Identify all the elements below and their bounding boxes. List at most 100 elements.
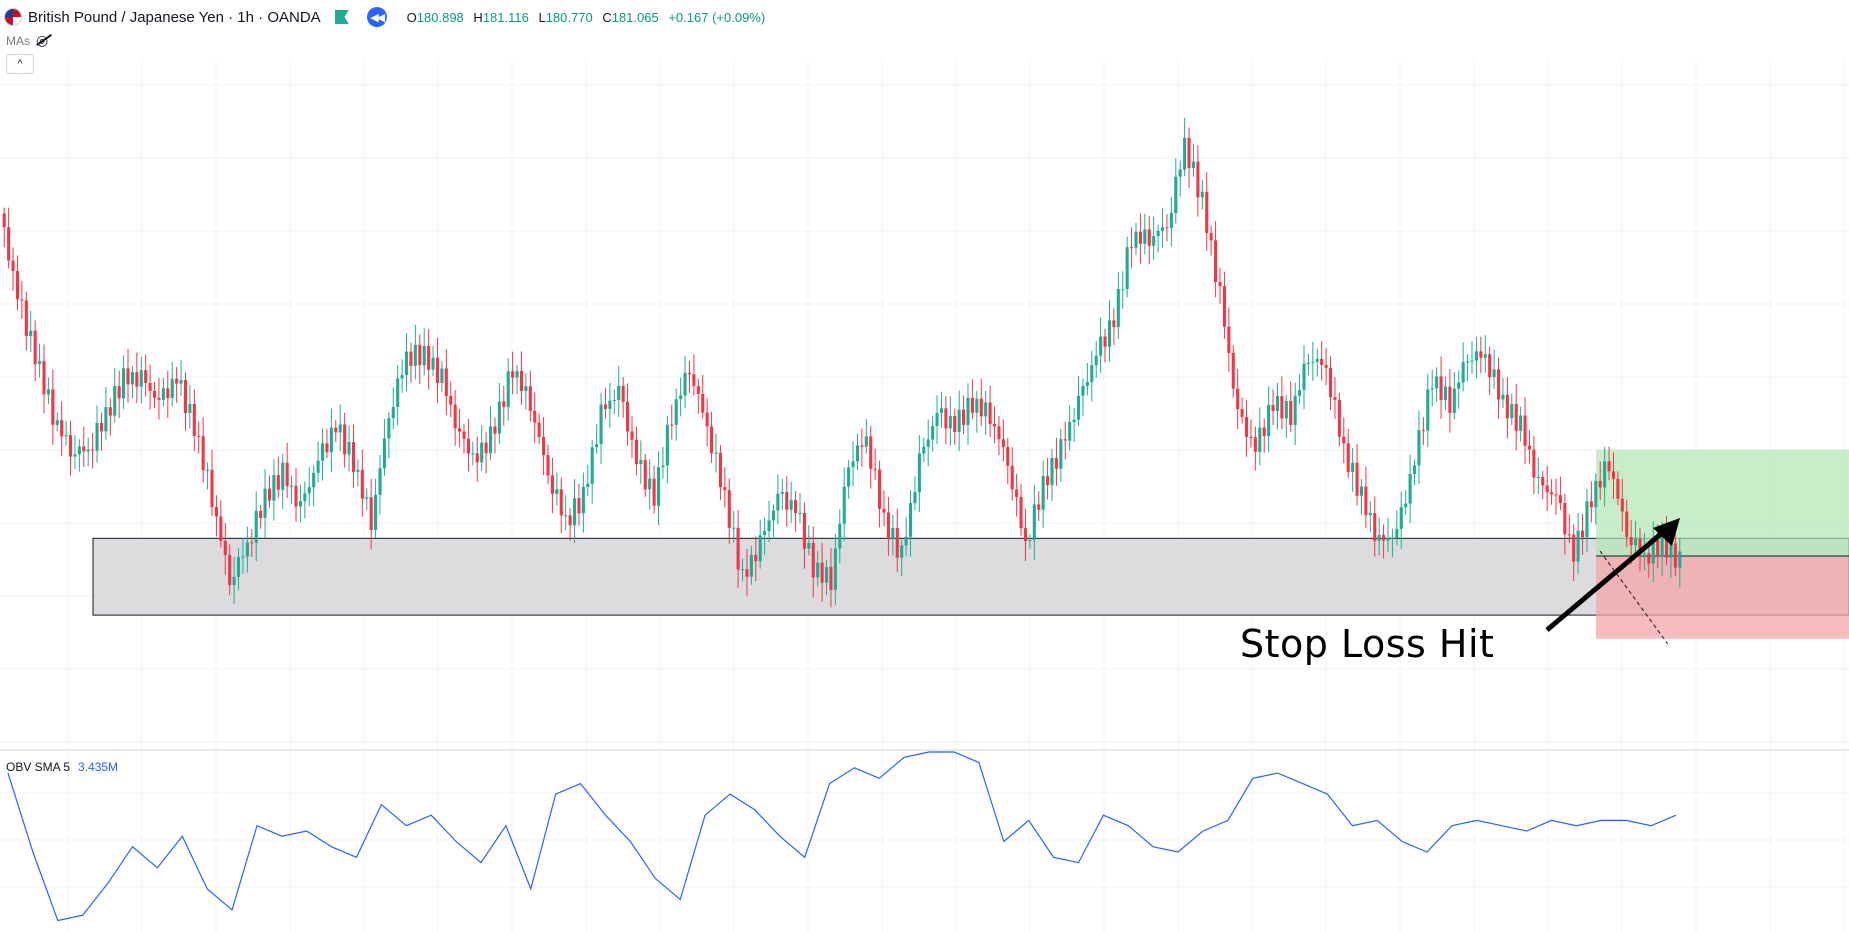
candle-body: [648, 478, 652, 490]
candle-body: [245, 542, 249, 557]
candle-body: [515, 370, 519, 378]
candle-body: [1275, 396, 1280, 411]
candle-body: [577, 498, 581, 514]
ma-label[interactable]: MAs: [6, 33, 30, 48]
candle-body: [396, 378, 400, 408]
collapse-legend-button[interactable]: ^: [6, 54, 34, 74]
candle-body: [1589, 501, 1593, 508]
candle-body: [1580, 530, 1585, 538]
candle-body: [833, 548, 837, 590]
position-target-area: [1596, 449, 1849, 557]
symbol-title[interactable]: British Pound / Japanese Yen · 1h · OAND…: [28, 8, 321, 26]
candle-body: [188, 404, 192, 414]
candle-body: [564, 515, 568, 517]
candle-body: [1678, 551, 1682, 568]
candle-body: [91, 449, 95, 451]
candle-body: [913, 492, 917, 504]
candle-body: [860, 445, 864, 447]
indicator-name[interactable]: OBV SMA 5: [6, 760, 71, 774]
candle-body: [935, 412, 939, 427]
candle-body: [1121, 288, 1125, 290]
candle-body: [590, 447, 594, 484]
candle-body: [1382, 534, 1386, 541]
candle-body: [1638, 538, 1642, 555]
candle-body: [1227, 326, 1231, 353]
candle-body: [1156, 230, 1160, 237]
candle-body: [630, 431, 634, 440]
candle-body: [1572, 534, 1576, 562]
candle-body: [201, 436, 205, 471]
candle-body: [435, 357, 440, 383]
candle-body: [749, 554, 753, 577]
candle-body: [900, 545, 904, 558]
candle-body: [1107, 320, 1112, 347]
candle-body: [1324, 364, 1328, 368]
candle-body: [351, 442, 356, 472]
candle-body: [1616, 478, 1620, 499]
candle-body: [1386, 537, 1390, 541]
candle-body: [347, 442, 351, 455]
candle-body: [727, 490, 731, 528]
candle-body: [829, 566, 833, 590]
candle-body: [1169, 213, 1173, 228]
candle-body: [1443, 386, 1448, 400]
position-stop-area: [1596, 556, 1849, 639]
candle-body: [1160, 227, 1165, 231]
candle-body: [64, 435, 68, 437]
candle-body: [904, 536, 908, 546]
candle-body: [1510, 403, 1514, 419]
candle-body: [705, 412, 709, 427]
candle-body: [1346, 443, 1350, 472]
candle-body: [33, 330, 37, 365]
obv-sma-line: [7, 751, 1677, 922]
candle-body: [984, 402, 988, 417]
candle-body: [966, 397, 970, 425]
candle-body: [1611, 471, 1616, 479]
candle-body: [144, 370, 148, 384]
candle-body: [798, 512, 802, 514]
candle-body: [1320, 358, 1324, 365]
candle-body: [2, 213, 6, 228]
candle-body: [997, 426, 1001, 440]
candle-body: [139, 370, 143, 387]
candle-body: [55, 420, 59, 425]
candle-body: [126, 368, 130, 385]
candle-body: [948, 416, 952, 429]
candle-body: [157, 397, 161, 400]
replay-icon[interactable]: ◀◀: [366, 7, 387, 27]
candle-body: [1081, 385, 1085, 396]
candle-body: [1032, 504, 1036, 541]
candle-body: [1116, 289, 1120, 328]
candle-body: [1249, 436, 1253, 438]
candle-body: [1492, 369, 1496, 378]
candle-body: [1625, 511, 1629, 538]
candle-body: [329, 427, 333, 453]
candle-body: [276, 475, 280, 490]
hidden-eye-icon[interactable]: ◎: [36, 32, 49, 48]
candle-body: [1231, 352, 1235, 389]
open-label: O: [406, 9, 417, 25]
candle-body: [1532, 449, 1536, 478]
candle-body: [29, 330, 33, 336]
candle-body: [267, 488, 272, 501]
support-zone: [92, 537, 1849, 616]
candle-body: [1496, 369, 1501, 400]
candle-body: [1134, 231, 1138, 248]
candle-body: [422, 345, 426, 366]
candle-body: [869, 436, 873, 469]
candle-body: [568, 515, 572, 526]
candle-body: [617, 385, 621, 401]
candle-body: [528, 386, 532, 411]
candle-body: [895, 528, 899, 558]
candle-body: [878, 469, 882, 509]
candle-body: [122, 368, 126, 399]
change-value: +0.167 (+0.09%): [668, 9, 766, 25]
candle-body: [979, 398, 983, 417]
candle-body: [1191, 161, 1196, 169]
candle-body: [1426, 389, 1430, 431]
candle-body: [60, 420, 64, 437]
candle-body: [1505, 394, 1509, 419]
candle-body: [851, 461, 855, 468]
candle-body: [1598, 480, 1602, 488]
